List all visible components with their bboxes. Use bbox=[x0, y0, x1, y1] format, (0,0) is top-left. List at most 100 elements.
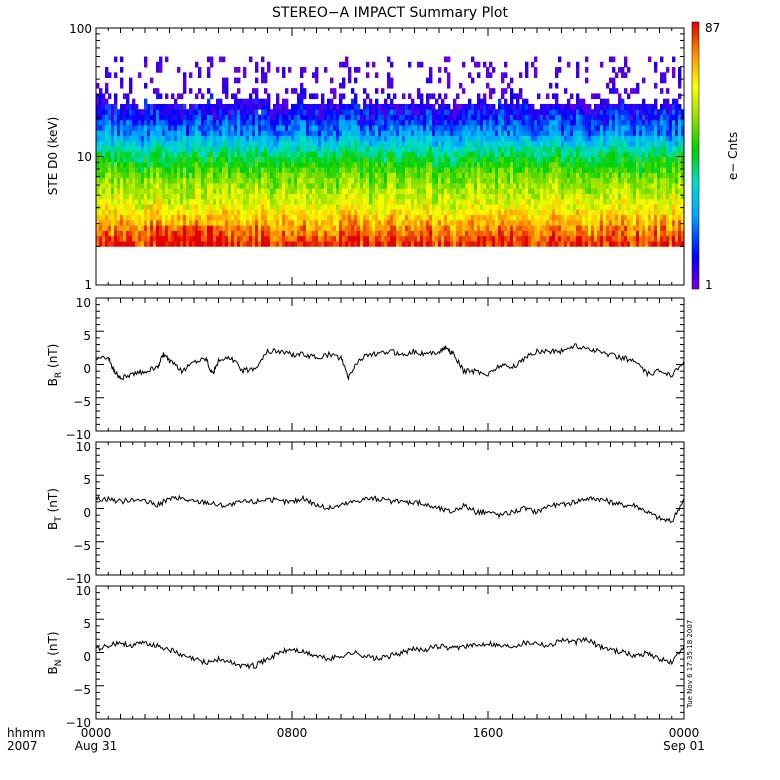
spectrogram-cell bbox=[567, 130, 571, 136]
spectrogram-cell bbox=[501, 209, 505, 216]
spectrogram-cell bbox=[108, 140, 112, 147]
spectrogram-cell bbox=[417, 183, 421, 189]
spectrogram-cell bbox=[465, 135, 469, 142]
spectrogram-cell bbox=[423, 125, 427, 131]
spectrogram-cell bbox=[564, 230, 568, 237]
spectrogram-cell bbox=[303, 230, 307, 237]
spectrogram-cell bbox=[201, 119, 205, 126]
spectrogram-cell bbox=[354, 67, 358, 73]
spectrogram-cell bbox=[528, 188, 532, 194]
spectrogram-cell bbox=[171, 219, 175, 226]
spectrogram-cell bbox=[393, 177, 397, 184]
spectrogram-cell bbox=[156, 188, 160, 194]
spectrogram-cell bbox=[120, 119, 124, 126]
spectrogram-cell bbox=[558, 183, 562, 189]
spectrogram-cell bbox=[198, 219, 202, 226]
spectrogram-cell bbox=[246, 225, 250, 231]
spectrogram-cell bbox=[168, 209, 172, 216]
spectrogram-cell bbox=[384, 125, 388, 131]
spectrogram-cell bbox=[408, 103, 412, 110]
spectrogram-cell bbox=[477, 241, 481, 247]
spectrogram-cell bbox=[141, 146, 145, 152]
spectrogram-cell bbox=[303, 93, 307, 100]
spectrogram-cell bbox=[612, 151, 616, 158]
spectrogram-cell bbox=[387, 177, 391, 184]
spectrogram-cell bbox=[132, 241, 136, 247]
spectrogram-cell bbox=[354, 198, 358, 205]
spectrogram-cell bbox=[525, 72, 529, 78]
spectrogram-cell bbox=[549, 198, 553, 205]
spectrogram-cell bbox=[330, 151, 334, 158]
spectrogram-cell bbox=[234, 146, 238, 152]
spectrogram-cell bbox=[174, 177, 178, 184]
spectrogram-cell bbox=[372, 193, 376, 200]
spectrogram-cell bbox=[219, 119, 223, 126]
spectrogram-cell bbox=[357, 198, 361, 205]
spectrogram-cell bbox=[249, 161, 253, 168]
spectrogram-cell bbox=[456, 204, 460, 210]
spectrogram-cell bbox=[387, 93, 391, 100]
spectrogram-cell bbox=[261, 198, 265, 205]
spectrogram-cell bbox=[225, 109, 229, 115]
spectrogram-cell bbox=[102, 103, 106, 110]
spectrogram-cell bbox=[309, 177, 313, 184]
spectrogram-cell bbox=[504, 88, 508, 94]
spectrogram-cell bbox=[273, 219, 277, 226]
spectrogram-cell bbox=[129, 103, 133, 110]
spectrogram-cell bbox=[105, 198, 109, 205]
spectrogram-cell bbox=[267, 198, 271, 205]
spectrogram-cell bbox=[207, 156, 211, 163]
spectrogram-cell bbox=[585, 140, 589, 147]
spectrogram-cell bbox=[177, 109, 181, 115]
spectrogram-cell bbox=[408, 204, 412, 210]
spectrogram-cell bbox=[159, 209, 163, 216]
spectrogram-cell bbox=[195, 156, 199, 163]
spectrogram-cell bbox=[345, 198, 349, 205]
spectrogram-cell bbox=[150, 235, 154, 242]
plot-title: STEREO−A IMPACT Summary Plot bbox=[272, 5, 509, 21]
spectrogram-cell bbox=[582, 177, 586, 184]
spectrogram-cell bbox=[600, 156, 604, 163]
spectrogram-cell bbox=[132, 146, 136, 152]
spectrogram-cell bbox=[231, 135, 235, 142]
spectrogram-cell bbox=[384, 114, 388, 121]
spectrogram-cell bbox=[387, 193, 391, 200]
spectrogram-cell bbox=[300, 103, 304, 110]
spectrogram-cell bbox=[510, 167, 514, 173]
spectrogram-cell bbox=[411, 241, 415, 247]
spectrogram-cell bbox=[444, 193, 448, 200]
spectrogram-cell bbox=[123, 193, 127, 200]
spectrogram-cell bbox=[456, 119, 460, 126]
spectrogram-cell bbox=[123, 109, 127, 115]
spectrogram-cell bbox=[246, 161, 250, 168]
spectrogram-cell bbox=[372, 219, 376, 226]
spectrogram-cell bbox=[411, 130, 415, 136]
spectrogram-cell bbox=[333, 88, 337, 94]
spectrogram-cell bbox=[189, 177, 193, 184]
spectrogram-cell bbox=[150, 241, 154, 247]
spectrogram-cell bbox=[249, 125, 253, 131]
spectrogram-cell bbox=[549, 172, 553, 179]
spectrogram-cell bbox=[318, 214, 322, 221]
spectrogram-cell bbox=[318, 161, 322, 168]
spectrogram-cell bbox=[189, 156, 193, 163]
spectrogram-cell bbox=[417, 93, 421, 100]
spectrogram-cell bbox=[402, 167, 406, 173]
spectrogram-cell bbox=[126, 177, 130, 184]
spectrogram-cell bbox=[249, 114, 253, 121]
spectrogram-cell bbox=[306, 230, 310, 237]
spectrogram-cell bbox=[294, 167, 298, 173]
spectrogram-cell bbox=[291, 188, 295, 194]
spectrogram-cell bbox=[471, 114, 475, 121]
spectrogram-cell bbox=[291, 130, 295, 136]
spectrogram-cell bbox=[486, 230, 490, 237]
spectrogram-cell bbox=[543, 125, 547, 131]
spectrogram-cell bbox=[600, 140, 604, 147]
spectrogram-cell bbox=[201, 219, 205, 226]
spectrogram-cell bbox=[129, 125, 133, 131]
spectrogram-cell bbox=[594, 225, 598, 231]
spectrogram-cell bbox=[402, 219, 406, 226]
spectrogram-cell bbox=[369, 183, 373, 189]
spectrogram-cell bbox=[354, 235, 358, 242]
spectrogram-cell bbox=[144, 114, 148, 121]
